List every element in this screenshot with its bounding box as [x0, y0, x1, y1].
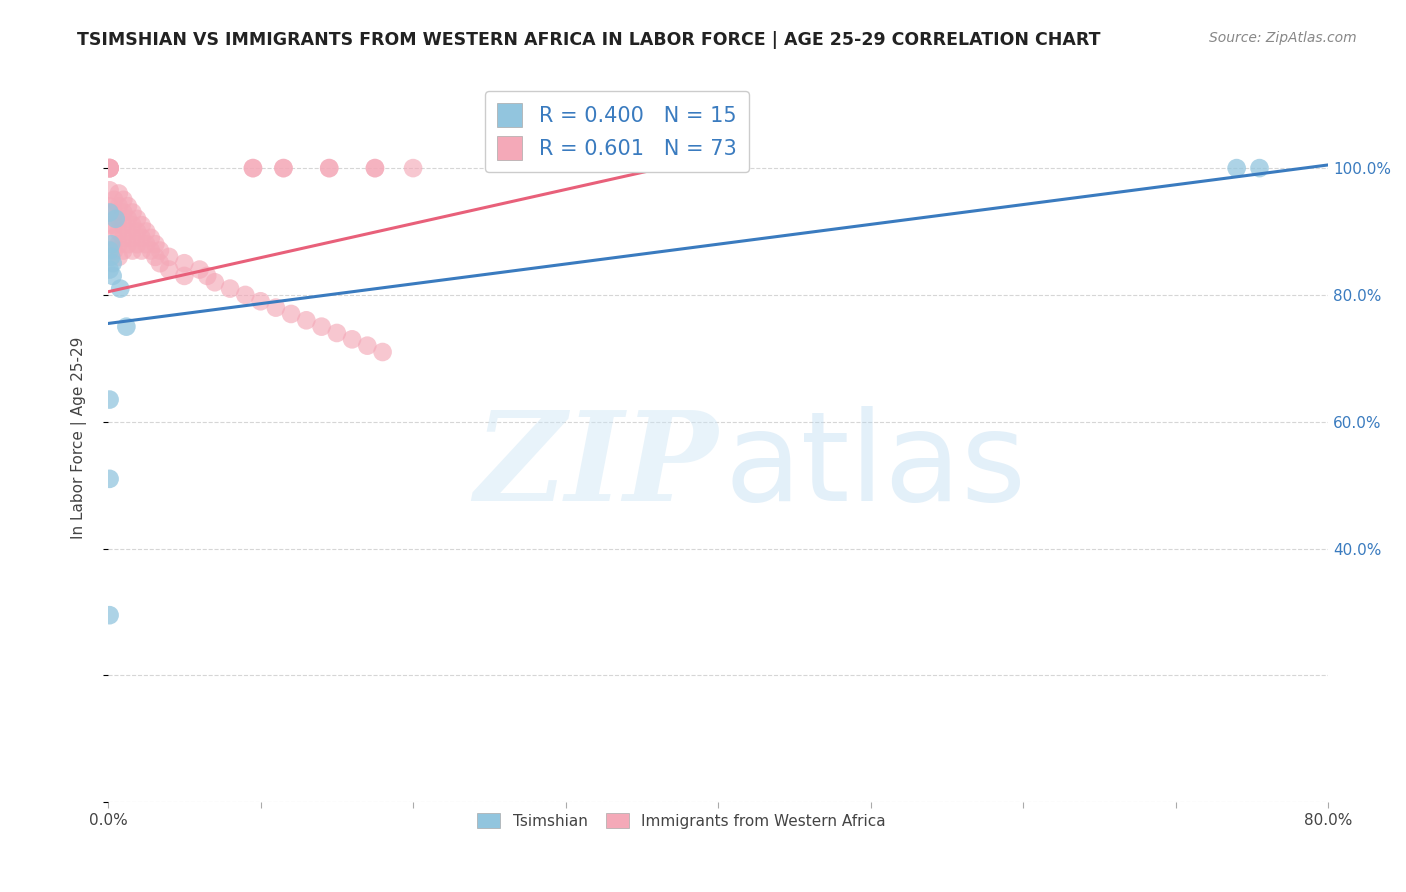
Legend: Tsimshian, Immigrants from Western Africa: Tsimshian, Immigrants from Western Afric… [471, 806, 891, 835]
Point [98, 161, 121, 175]
Point [98, 161, 121, 175]
Point [115, 319, 138, 334]
Point [131, 231, 153, 245]
Point [98, 244, 121, 258]
Point [318, 161, 340, 175]
Point [98, 183, 121, 197]
Point [103, 231, 125, 245]
Point [188, 262, 211, 277]
Point [311, 319, 333, 334]
Point [219, 282, 242, 296]
Point [107, 225, 129, 239]
Point [143, 250, 166, 264]
Point [249, 294, 271, 309]
Point [1249, 161, 1271, 175]
Point [107, 211, 129, 226]
Point [1226, 161, 1249, 175]
Point [340, 332, 363, 346]
Point [125, 211, 148, 226]
Point [98, 472, 121, 486]
Point [98, 161, 121, 175]
Point [117, 237, 139, 252]
Point [264, 301, 287, 315]
Text: ZIP: ZIP [474, 406, 718, 527]
Point [112, 193, 135, 207]
Point [195, 268, 218, 283]
Point [107, 237, 129, 252]
Point [157, 262, 180, 277]
Point [125, 225, 148, 239]
Point [135, 237, 157, 252]
Point [273, 161, 295, 175]
Point [112, 205, 135, 219]
Point [107, 199, 129, 213]
Point [98, 161, 121, 175]
Point [356, 339, 378, 353]
Point [242, 161, 264, 175]
Point [110, 282, 132, 296]
Point [173, 268, 195, 283]
Point [125, 237, 148, 252]
Point [107, 250, 129, 264]
Point [98, 392, 121, 407]
Point [280, 307, 302, 321]
Point [295, 313, 318, 327]
Text: Source: ZipAtlas.com: Source: ZipAtlas.com [1209, 31, 1357, 45]
Point [149, 244, 172, 258]
Point [98, 218, 121, 232]
Point [318, 161, 340, 175]
Point [117, 225, 139, 239]
Point [103, 244, 125, 258]
Point [103, 205, 125, 219]
Point [100, 237, 122, 252]
Point [112, 218, 135, 232]
Point [371, 345, 394, 359]
Point [121, 244, 143, 258]
Point [364, 161, 387, 175]
Point [121, 231, 143, 245]
Point [204, 275, 226, 289]
Point [364, 161, 387, 175]
Point [98, 205, 121, 219]
Point [139, 244, 162, 258]
Point [104, 211, 127, 226]
Point [173, 256, 195, 270]
Point [98, 262, 121, 277]
Point [103, 218, 125, 232]
Point [273, 161, 295, 175]
Point [135, 225, 157, 239]
Point [131, 218, 153, 232]
Point [117, 211, 139, 226]
Point [117, 199, 139, 213]
Text: TSIMSHIAN VS IMMIGRANTS FROM WESTERN AFRICA IN LABOR FORCE | AGE 25-29 CORRELATI: TSIMSHIAN VS IMMIGRANTS FROM WESTERN AFR… [77, 31, 1101, 49]
Point [112, 244, 135, 258]
Point [326, 326, 349, 340]
Point [242, 161, 264, 175]
Point [107, 186, 129, 201]
Point [112, 231, 135, 245]
Point [149, 256, 172, 270]
Text: atlas: atlas [724, 406, 1026, 527]
Point [233, 288, 256, 302]
Point [98, 608, 121, 623]
Point [98, 199, 121, 213]
Point [121, 218, 143, 232]
Point [103, 193, 125, 207]
Point [143, 237, 166, 252]
Point [121, 205, 143, 219]
Y-axis label: In Labor Force | Age 25-29: In Labor Force | Age 25-29 [72, 336, 87, 539]
Point [402, 161, 425, 175]
Point [101, 256, 124, 270]
Point [131, 244, 153, 258]
Point [101, 268, 124, 283]
Point [100, 250, 122, 264]
Point [98, 161, 121, 175]
Point [139, 231, 162, 245]
Point [157, 250, 180, 264]
